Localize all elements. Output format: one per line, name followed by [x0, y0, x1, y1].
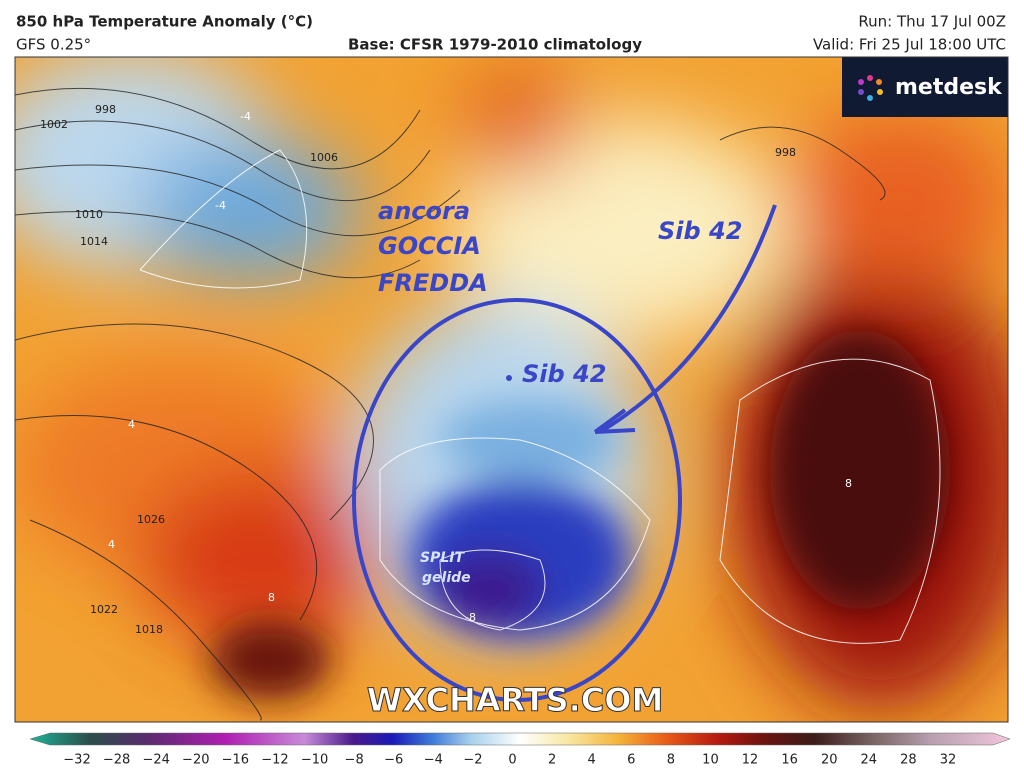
colorbar-tick-label: 12 [742, 753, 759, 768]
colorbar-tick-label: −20 [182, 753, 209, 768]
annotation: FREDDA [378, 269, 488, 297]
isobar-label: 1006 [310, 151, 338, 164]
colorbar-tick-label: 32 [940, 753, 957, 768]
isobar-label: 1022 [90, 603, 118, 616]
isobar-label: 1018 [135, 623, 163, 636]
anomaly-label: 8 [845, 477, 852, 490]
isobar-label: 1014 [80, 235, 108, 248]
model: GFS 0.25° [16, 36, 91, 54]
annotation: GOCCIA [378, 232, 481, 260]
valid: Valid: Fri 25 Jul 18:00 UTC [813, 36, 1006, 54]
isobar-label: 1010 [75, 208, 103, 221]
logo: metdesk [895, 75, 1003, 100]
annotation: ancora [378, 197, 470, 225]
colorbar-tick-label: 0 [508, 753, 516, 768]
anomaly-label: -8 [465, 611, 476, 624]
colorbar-tick-label: 28 [900, 753, 917, 768]
colorbar-tick-label: 2 [548, 753, 556, 768]
isobar-label: 998 [95, 103, 116, 116]
map: metdesk 998 1002 1006 1010 1014 1026 102… [15, 57, 1008, 722]
anomaly-label: 8 [268, 591, 275, 604]
anomaly-label: -4 [240, 110, 251, 123]
colorbar-tick-label: 16 [781, 753, 798, 768]
colorbar-tick-label: −6 [384, 753, 403, 768]
colorbar-tick-label: 8 [667, 753, 675, 768]
colorbar [29, 732, 1011, 746]
isobar-label: 1002 [40, 118, 68, 131]
colorbar-tick-label: −12 [261, 753, 288, 768]
anomaly-label: 4 [128, 418, 135, 431]
annotation: gelide [422, 570, 471, 586]
isobar-label: 998 [775, 146, 796, 159]
anomaly-label: 4 [108, 538, 115, 551]
colorbar-tick-label: 24 [861, 753, 878, 768]
colorbar-tick-label: −2 [463, 753, 482, 768]
base: Base: CFSR 1979-2010 climatology [348, 36, 642, 54]
colorbar-tick-label: 20 [821, 753, 838, 768]
annotation: Sib 42 [522, 360, 606, 388]
isobar-label: 1026 [137, 513, 165, 526]
watermark: WXCHARTS.COM [367, 681, 664, 719]
colorbar-tick-label: −8 [345, 753, 364, 768]
colorbar-tick-label: −32 [63, 753, 90, 768]
title: 850 hPa Temperature Anomaly (°C) [16, 13, 313, 31]
colorbar-tick-label: −10 [301, 753, 328, 768]
run: Run: Thu 17 Jul 00Z [858, 13, 1006, 31]
colorbar-tick-label: −24 [142, 753, 169, 768]
colorbar-tick-label: −16 [222, 753, 249, 768]
colorbar-tick-label: 10 [702, 753, 719, 768]
annotation: SPLIT [420, 550, 465, 566]
annotation: Sib 42 [658, 217, 742, 245]
colorbar-tick-label: 6 [627, 753, 635, 768]
colorbar-tick-label: −4 [424, 753, 443, 768]
colorbar-tick-label: 4 [588, 753, 596, 768]
colorbar-tick-label: −28 [103, 753, 130, 768]
anomaly-label: -4 [215, 199, 226, 212]
